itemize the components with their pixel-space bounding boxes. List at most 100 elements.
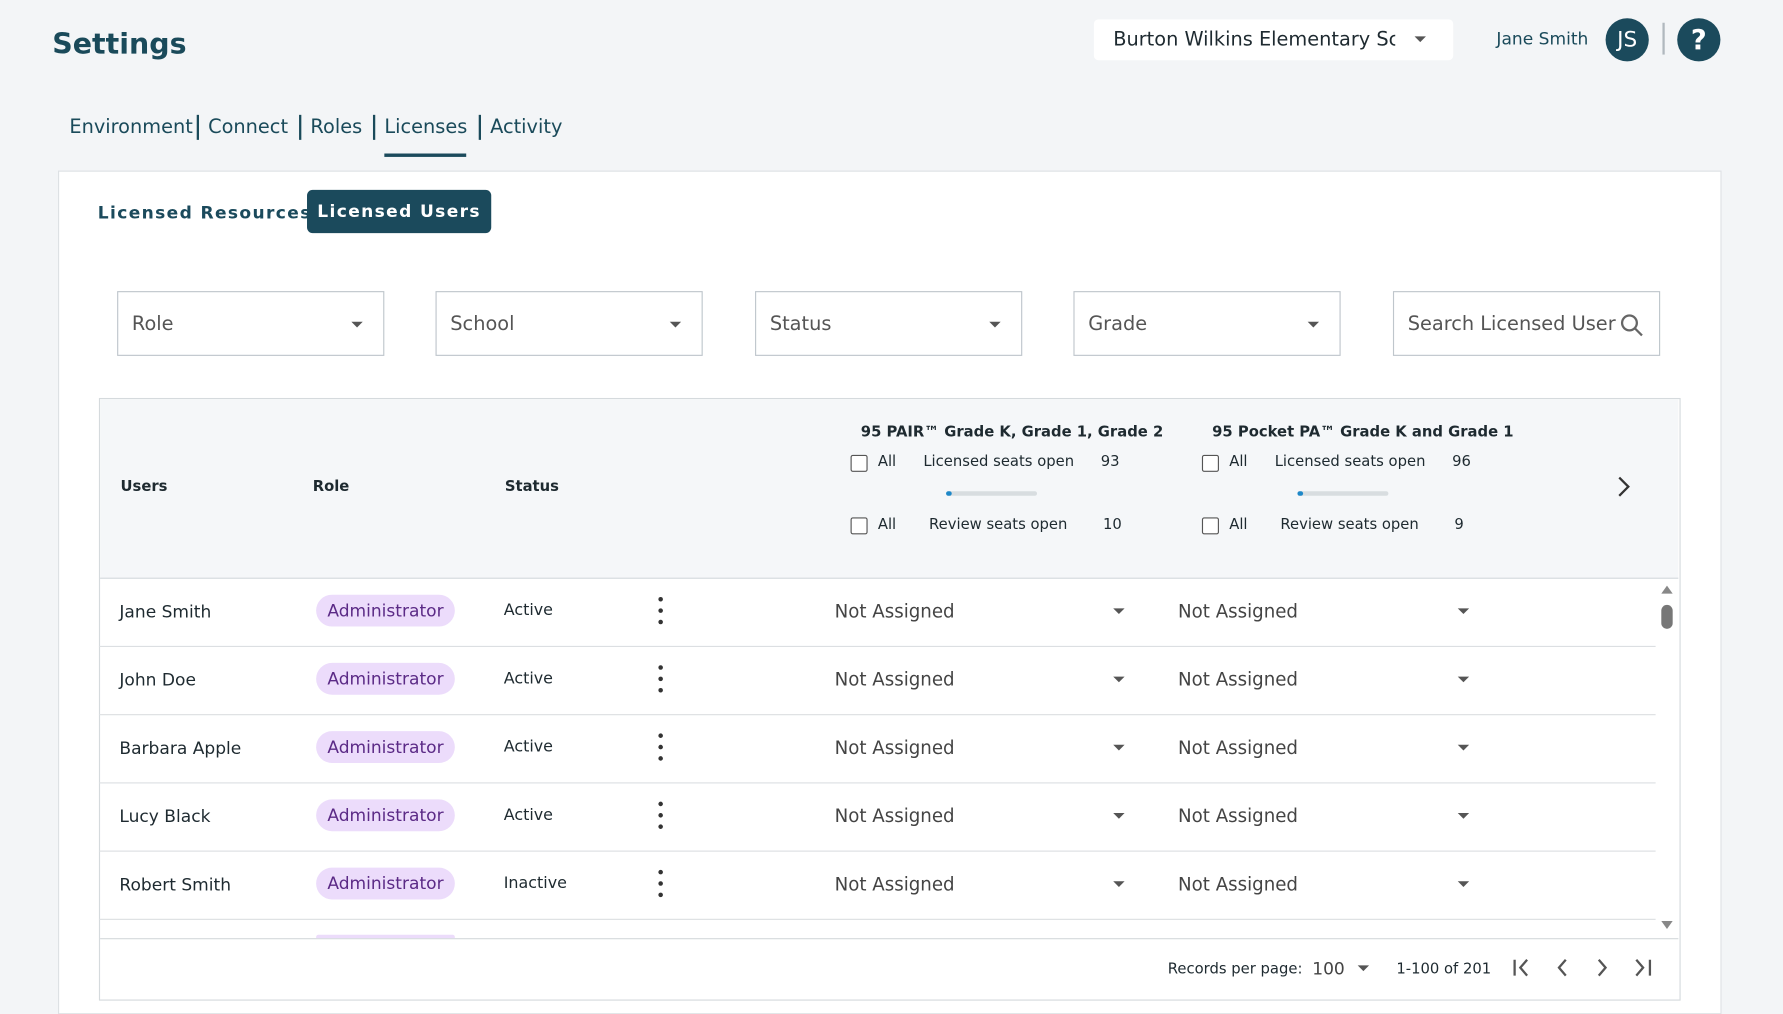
menu-dot: [658, 608, 663, 613]
license-select[interactable]: Not Assigned: [834, 668, 955, 691]
menu-dot: [658, 881, 663, 886]
license-select[interactable]: Not Assigned: [1178, 668, 1298, 691]
subtab[interactable]: Licensed Resources: [97, 202, 312, 223]
menu-dot: [658, 892, 663, 898]
filter-label: Status: [769, 312, 832, 336]
user-name[interactable]: Jane Smith: [119, 601, 212, 622]
status: Active: [503, 806, 553, 825]
row-menu[interactable]: [658, 869, 663, 900]
checkbox-label: All: [1229, 516, 1248, 534]
menu-dot: [658, 619, 663, 625]
page-title: Settings: [52, 27, 187, 61]
checkbox[interactable]: [1201, 454, 1219, 472]
filter[interactable]: Status: [755, 291, 1023, 356]
help-button[interactable]: ?: [1677, 18, 1721, 62]
license-select[interactable]: Not Assigned: [834, 873, 955, 895]
table-row: Barbara Apple Administrator Active Not Assi…: [98, 714, 1656, 784]
menu-dot: [658, 801, 663, 807]
role-badge: Administrator: [316, 799, 455, 832]
menu-dot: [658, 756, 663, 761]
filter[interactable]: School: [435, 291, 703, 356]
filter[interactable]: Grade: [1073, 291, 1341, 356]
filter-label: Search Licensed User: [1407, 312, 1616, 336]
checkbox[interactable]: [1201, 517, 1219, 535]
role-badge: Administrator: [316, 594, 455, 627]
menu-dot: [658, 813, 663, 818]
dropdown-caret: [1113, 881, 1125, 887]
progress-track: [946, 491, 1038, 496]
menu-dot: [658, 596, 663, 602]
checkbox-label: All: [1229, 453, 1248, 471]
tab[interactable]: Activity: [490, 115, 563, 139]
seat-label: Licensed seats open: [1274, 453, 1426, 471]
seat-count: 96: [1452, 453, 1471, 471]
table-row: Jane Smith Administrator Active Not Assigne…: [98, 578, 1656, 648]
license-select[interactable]: Not Assigned: [1178, 736, 1298, 759]
filter-label: School: [450, 312, 515, 336]
progress-fill: [946, 491, 952, 496]
next-column[interactable]: [1615, 475, 1633, 498]
page-nav[interactable]: [1508, 955, 1663, 980]
dropdown-caret: [1457, 744, 1470, 751]
column-header: Users: [120, 478, 168, 496]
seat-label: Review seats open: [1280, 516, 1419, 534]
row-menu[interactable]: [658, 596, 663, 627]
tab-separator: [196, 114, 199, 140]
per-page[interactable]: 100: [1312, 958, 1345, 980]
tab[interactable]: Roles: [310, 115, 363, 139]
checkbox-label: All: [877, 453, 897, 471]
subtab-active[interactable]: Licensed Users: [307, 189, 492, 234]
row-menu[interactable]: [658, 801, 663, 832]
seat-count: 10: [1102, 516, 1122, 534]
license-select[interactable]: Not Assigned: [834, 736, 955, 759]
seat-count: 9: [1454, 516, 1464, 534]
dropdown-caret: [1113, 744, 1125, 751]
user-name[interactable]: John Doe: [119, 669, 196, 691]
checkbox[interactable]: [850, 454, 868, 472]
dropdown-caret: [1457, 881, 1470, 887]
menu-dot: [658, 744, 663, 750]
license-select[interactable]: Not Assigned: [1178, 873, 1298, 895]
user-name[interactable]: Lucy Black: [119, 806, 211, 827]
filter-label: Role: [131, 312, 174, 336]
user-name[interactable]: Robert Smith: [119, 874, 232, 895]
dropdown-caret: [1113, 813, 1125, 819]
row-menu[interactable]: [658, 733, 663, 763]
column-header: Role: [312, 478, 350, 496]
checkbox-label: All: [877, 516, 897, 534]
license-select[interactable]: Not Assigned: [1178, 600, 1298, 622]
license-select[interactable]: Not Assigned: [834, 600, 955, 622]
role-badge: Administrator: [316, 662, 455, 695]
license-select[interactable]: Not Assigned: [1178, 805, 1298, 827]
dropdown-caret: [669, 321, 682, 328]
license-select[interactable]: Not Assigned: [834, 805, 955, 827]
tab[interactable]: Environment: [69, 115, 193, 139]
dropdown-caret: [1457, 813, 1470, 819]
checkbox[interactable]: [850, 517, 868, 535]
tab-separator: [478, 114, 481, 140]
menu-dot: [658, 869, 663, 875]
seat-label: Review seats open: [929, 516, 1068, 534]
filter[interactable]: Role: [117, 291, 385, 356]
dropdown-caret: [1457, 608, 1470, 615]
school-select[interactable]: Burton Wilkins Elementary Sch: [1093, 19, 1454, 61]
tab[interactable]: Connect: [208, 115, 289, 139]
user-name: Jane Smith: [1496, 28, 1589, 49]
status: Active: [503, 601, 553, 620]
role-badge: Administrator: [316, 867, 455, 900]
seat-count: 93: [1100, 453, 1120, 471]
user-name[interactable]: Barbara Apple: [119, 737, 242, 759]
status: Active: [503, 669, 553, 688]
filter[interactable]: Search Licensed User: [1392, 291, 1661, 356]
school-name: Burton Wilkins Elementary Sch: [1113, 28, 1396, 52]
avatar[interactable]: JS: [1605, 18, 1649, 62]
dropdown-caret: [1113, 676, 1125, 683]
row-menu[interactable]: [658, 665, 663, 695]
scrollbar[interactable]: [1661, 604, 1673, 629]
tab[interactable]: Licenses: [384, 115, 468, 139]
role-badge: Administrator: [316, 731, 455, 763]
page-range: 1-100 of 201: [1396, 960, 1492, 978]
dropdown-caret: [1457, 676, 1470, 683]
